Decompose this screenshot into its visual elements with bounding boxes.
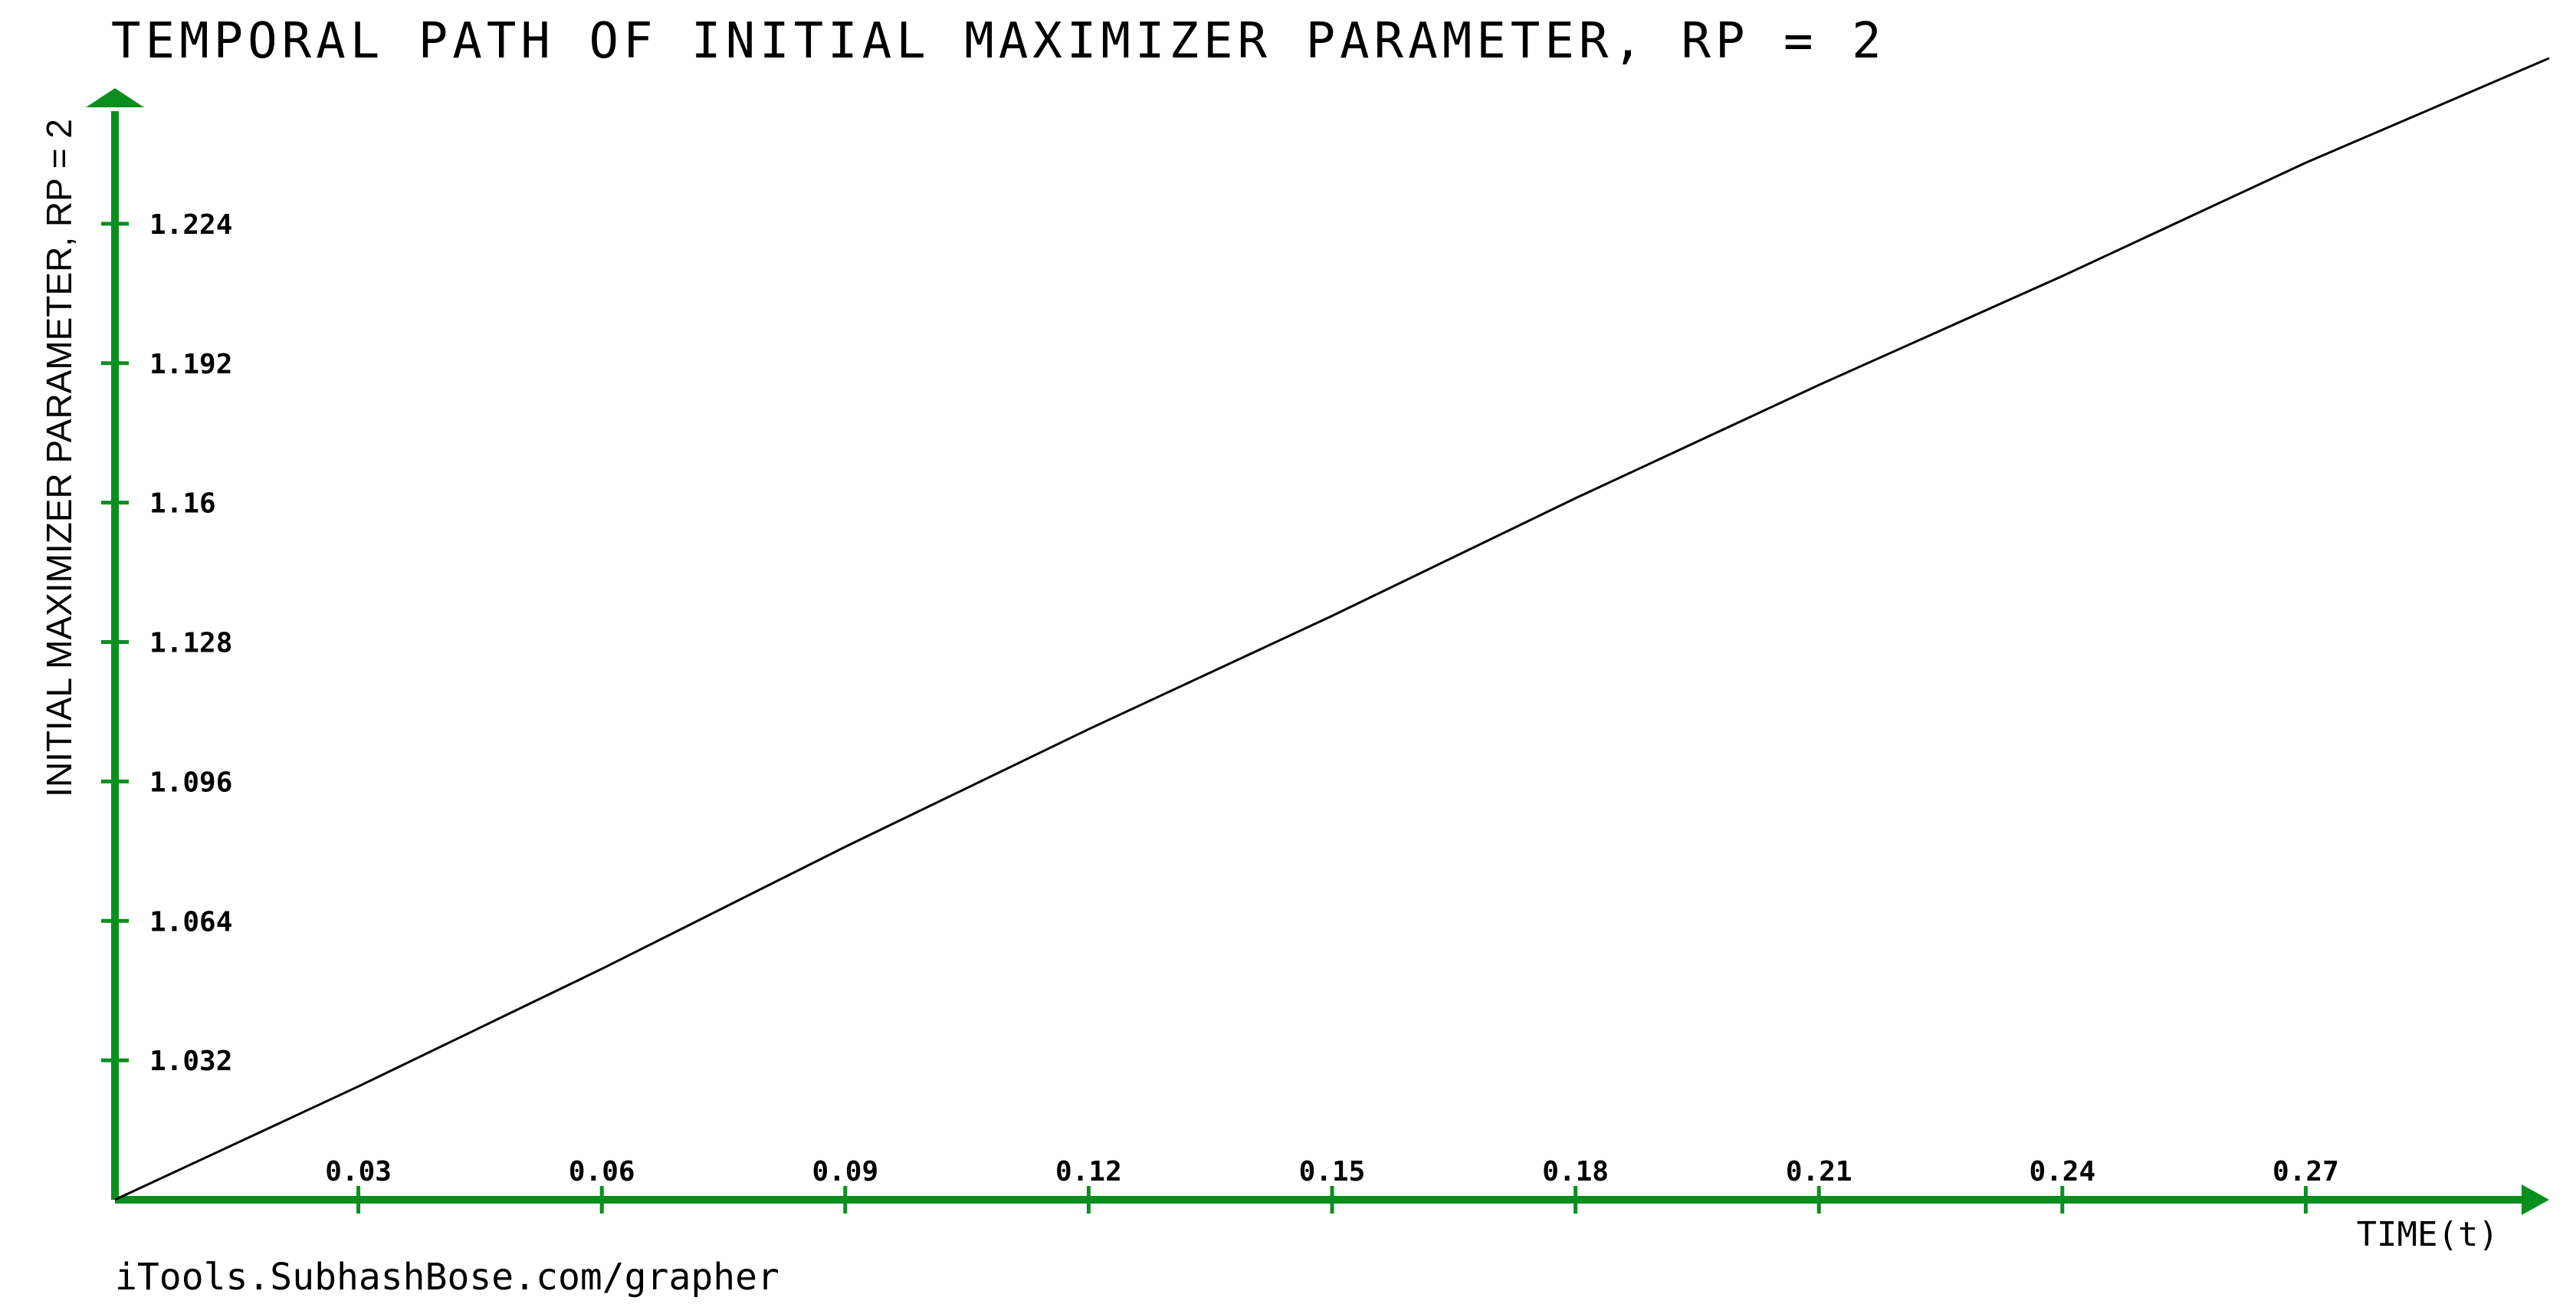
x-axis-arrow <box>2522 1184 2549 1215</box>
series-layer <box>114 57 2550 1201</box>
x-tick-label: 0.21 <box>1786 1156 1852 1187</box>
y-tick-label: 1.032 <box>149 1046 232 1077</box>
y-axis-label: INITIAL MAXIMIZER PARAMETER, RP = 2 <box>39 119 79 797</box>
x-tick-label: 0.06 <box>569 1156 635 1187</box>
y-tick-label: 1.064 <box>149 906 232 938</box>
footer-credit: iTools.SubhashBose.com/grapher <box>115 1256 779 1299</box>
x-tick-label: 0.09 <box>812 1156 878 1187</box>
x-tick-label: 0.24 <box>2029 1156 2095 1187</box>
x-tick-label: 0.15 <box>1299 1156 1366 1187</box>
y-tick-label: 1.224 <box>149 209 232 241</box>
y-tick-label: 1.192 <box>149 349 232 380</box>
y-tick-label: 1.096 <box>149 767 232 798</box>
x-ticks: 0.03 0.06 0.09 0.12 0.15 0.18 0.21 0.24 0.27 <box>325 1156 2339 1214</box>
x-axis-label: TIME(t) <box>2357 1215 2499 1254</box>
axes <box>86 88 2549 1215</box>
x-tick-label: 0.03 <box>325 1156 392 1187</box>
y-tick-label: 1.16 <box>149 488 216 520</box>
chart-title: TEMPORAL PATH OF INITIAL MAXIMIZER PARAM… <box>111 13 1886 70</box>
x-tick-label: 0.27 <box>2272 1156 2339 1187</box>
x-tick-label: 0.12 <box>1055 1156 1122 1187</box>
y-tick-label: 1.128 <box>149 628 232 659</box>
x-tick-label: 0.18 <box>1542 1156 1609 1187</box>
y-ticks: 1.032 1.064 1.096 1.128 1.16 1.192 1.224 <box>101 209 232 1077</box>
series-line <box>114 57 2550 1201</box>
y-axis-arrow <box>86 88 144 107</box>
